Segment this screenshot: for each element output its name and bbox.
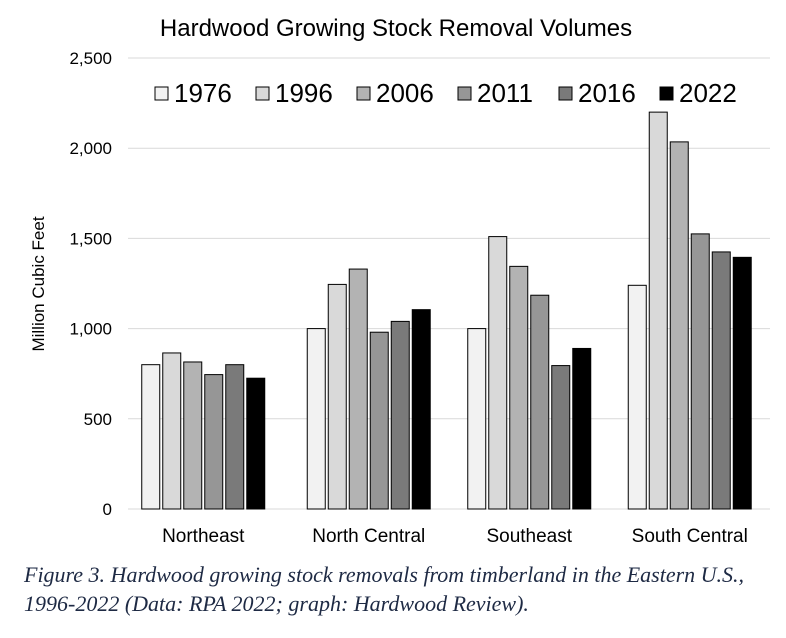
bar-2016-southeast [551, 365, 571, 510]
bar-2016-north-central [390, 320, 410, 510]
y-tick-label: 500 [84, 410, 112, 429]
legend-swatch [457, 86, 472, 101]
y-tick-label: 1,500 [69, 229, 112, 248]
legend-swatch [659, 86, 674, 101]
bar-1976-north-central [306, 328, 326, 510]
legend-swatch [558, 86, 573, 101]
figure-caption: Figure 3. Hardwood growing stock removal… [24, 562, 745, 616]
y-tick-label: 1,000 [69, 320, 112, 339]
bar-chart: Hardwood Growing Stock Removal Volumes M… [29, 15, 770, 547]
bar-1996-north-central [327, 283, 347, 510]
chart-title: Hardwood Growing Stock Removal Volumes [160, 15, 632, 42]
bar-2022-southeast [572, 347, 592, 510]
x-category-label: Northeast [162, 526, 245, 547]
bar-2011-southeast [530, 294, 550, 510]
bar-2006-northeast [183, 361, 203, 510]
y-tick-label: 2,500 [69, 49, 112, 68]
bar-2006-southeast [509, 265, 529, 510]
bar-2016-south-central [711, 251, 731, 510]
bar-1976-south-central [627, 284, 647, 510]
y-tick-label: 0 [103, 500, 112, 519]
bar-1996-northeast [162, 352, 182, 510]
legend-label: 2011 [477, 78, 533, 108]
legend-swatch [255, 86, 270, 101]
legend-swatch [356, 86, 371, 101]
bar-2011-south-central [690, 233, 710, 510]
bar-1996-southeast [488, 236, 508, 510]
bar-2011-northeast [204, 374, 224, 510]
bar-1976-northeast [141, 364, 161, 510]
bar-2011-north-central [369, 331, 389, 510]
bar-2022-south-central [732, 256, 752, 510]
bar-2022-northeast [246, 377, 266, 510]
legend-label: 1976 [174, 78, 232, 108]
legend-label: 2022 [679, 78, 737, 108]
bar-1976-southeast [467, 328, 487, 510]
x-category-label: Southeast [486, 526, 572, 547]
legend-label: 2016 [578, 78, 636, 108]
legend-swatch [154, 86, 169, 101]
x-category-label: North Central [312, 526, 425, 547]
y-tick-label: 2,000 [69, 139, 112, 158]
legend-label: 2006 [376, 78, 434, 108]
bar-2016-northeast [225, 364, 245, 510]
bar-2022-north-central [411, 309, 431, 510]
y-axis-label: Million Cubic Feet [29, 216, 48, 351]
bar-1996-south-central [648, 111, 668, 510]
legend-label: 1996 [275, 78, 333, 108]
x-category-label: South Central [632, 526, 748, 547]
bar-2006-north-central [348, 268, 368, 510]
bar-2006-south-central [669, 141, 689, 510]
